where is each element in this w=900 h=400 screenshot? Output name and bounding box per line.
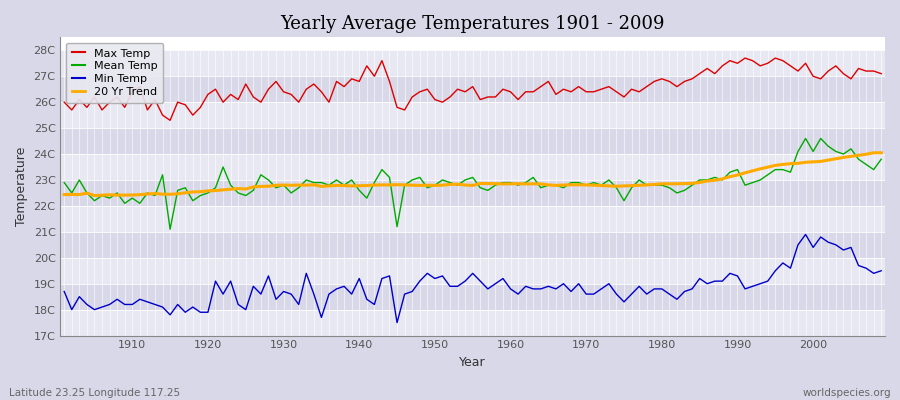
20 Yr Trend [513,181,524,186]
Line: Min Temp: Min Temp [64,234,881,323]
Y-axis label: Temperature: Temperature [15,147,28,226]
20 Yr Trend [868,150,879,155]
Min Temp [505,286,516,291]
Mean Temp [513,183,524,188]
Legend: Max Temp, Mean Temp, Min Temp, 20 Yr Trend: Max Temp, Mean Temp, Min Temp, 20 Yr Tre… [66,43,163,103]
Mean Temp [505,180,516,185]
Min Temp [513,292,524,296]
Mean Temp [800,136,811,141]
20 Yr Trend [876,150,886,155]
Bar [60,180,885,206]
Bar [60,128,885,154]
Bar [60,154,885,180]
Max Temp [293,100,304,104]
Min Temp [58,289,69,294]
Min Temp [604,281,615,286]
Line: 20 Yr Trend: 20 Yr Trend [64,153,881,196]
Max Temp [505,89,516,94]
20 Yr Trend [58,192,69,197]
Min Temp [285,292,296,296]
Min Temp [331,286,342,291]
Mean Temp [120,201,130,206]
Mean Temp [58,180,69,185]
Max Temp [740,56,751,60]
20 Yr Trend [293,183,304,188]
Mean Temp [604,178,615,182]
Bar [60,102,885,128]
X-axis label: Year: Year [459,356,486,369]
Title: Yearly Average Temperatures 1901 - 2009: Yearly Average Temperatures 1901 - 2009 [281,15,665,33]
20 Yr Trend [89,193,100,198]
Line: Mean Temp: Mean Temp [64,138,881,229]
Max Temp [876,71,886,76]
Bar [60,258,885,284]
Line: Max Temp: Max Temp [64,58,881,120]
20 Yr Trend [604,184,615,188]
Mean Temp [338,183,349,188]
Max Temp [165,118,176,123]
Min Temp [392,320,402,325]
Max Temp [604,84,615,89]
Max Temp [513,97,524,102]
Max Temp [338,84,349,89]
Max Temp [120,105,130,110]
Bar [60,206,885,232]
Bar [60,310,885,336]
Mean Temp [165,227,176,232]
20 Yr Trend [127,193,138,198]
Text: Latitude 23.25 Longitude 117.25: Latitude 23.25 Longitude 117.25 [9,388,180,398]
Bar [60,284,885,310]
Bar [60,50,885,76]
20 Yr Trend [505,182,516,186]
Min Temp [120,302,130,307]
Text: worldspecies.org: worldspecies.org [803,388,891,398]
Max Temp [58,100,69,104]
Mean Temp [293,185,304,190]
Min Temp [800,232,811,237]
Mean Temp [876,157,886,162]
20 Yr Trend [338,183,349,188]
Bar [60,232,885,258]
Min Temp [876,268,886,273]
Bar [60,76,885,102]
